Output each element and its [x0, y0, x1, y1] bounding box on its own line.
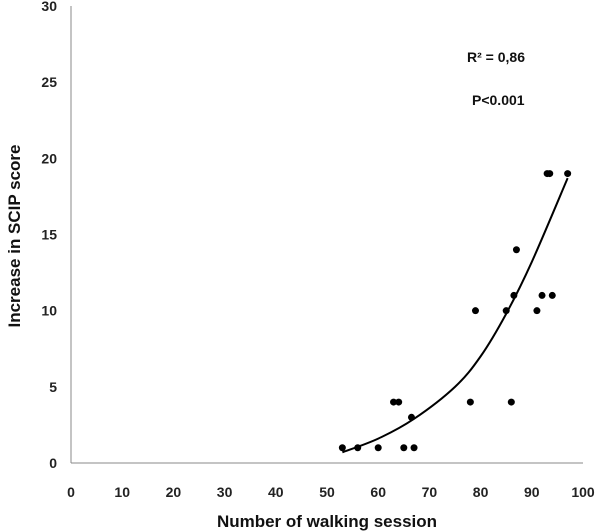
- data-point: [400, 444, 408, 452]
- data-point: [466, 398, 474, 406]
- data-point: [533, 307, 541, 315]
- data-point: [354, 444, 362, 452]
- r-squared-annotation: R² = 0,86: [467, 49, 525, 65]
- y-tick-label: 15: [41, 227, 57, 243]
- x-axis-title: Number of walking session: [217, 512, 437, 531]
- y-tick-label: 0: [49, 455, 57, 471]
- x-tick-label: 20: [166, 484, 182, 500]
- x-tick-label: 100: [571, 484, 595, 500]
- x-tick-label: 40: [268, 484, 284, 500]
- y-tick-label: 10: [41, 303, 57, 319]
- trendline: [342, 177, 569, 454]
- x-tick-labels: 0 10 20 30 40 50 60 70 80 90 100: [67, 484, 595, 500]
- data-point: [510, 291, 518, 299]
- data-point: [338, 444, 346, 452]
- x-tick-label: 60: [370, 484, 386, 500]
- p-value-annotation: P<0.001: [472, 92, 525, 108]
- x-tick-label: 10: [114, 484, 130, 500]
- data-point: [546, 170, 554, 178]
- y-tick-label: 25: [41, 74, 57, 90]
- data-point: [390, 398, 398, 406]
- data-points: [338, 170, 572, 452]
- y-tick-label: 20: [41, 150, 57, 166]
- data-point: [374, 444, 382, 452]
- x-tick-label: 0: [67, 484, 75, 500]
- data-point: [471, 307, 479, 315]
- data-point: [507, 398, 515, 406]
- x-tick-label: 30: [217, 484, 233, 500]
- data-point: [548, 291, 556, 299]
- data-point: [410, 444, 418, 452]
- data-point: [512, 246, 520, 254]
- x-tick-label: 70: [422, 484, 438, 500]
- data-point: [502, 307, 510, 315]
- x-tick-label: 50: [319, 484, 335, 500]
- data-point: [564, 170, 572, 178]
- data-point: [538, 291, 546, 299]
- x-tick-label: 80: [473, 484, 489, 500]
- data-point: [407, 413, 415, 421]
- data-point: [395, 398, 403, 406]
- y-axis-title: Increase in SCIP score: [5, 144, 24, 327]
- y-tick-labels: 0 5 10 15 20 25 30: [41, 0, 57, 471]
- y-tick-label: 30: [41, 0, 57, 14]
- x-tick-label: 90: [524, 484, 540, 500]
- y-tick-label: 5: [49, 379, 57, 395]
